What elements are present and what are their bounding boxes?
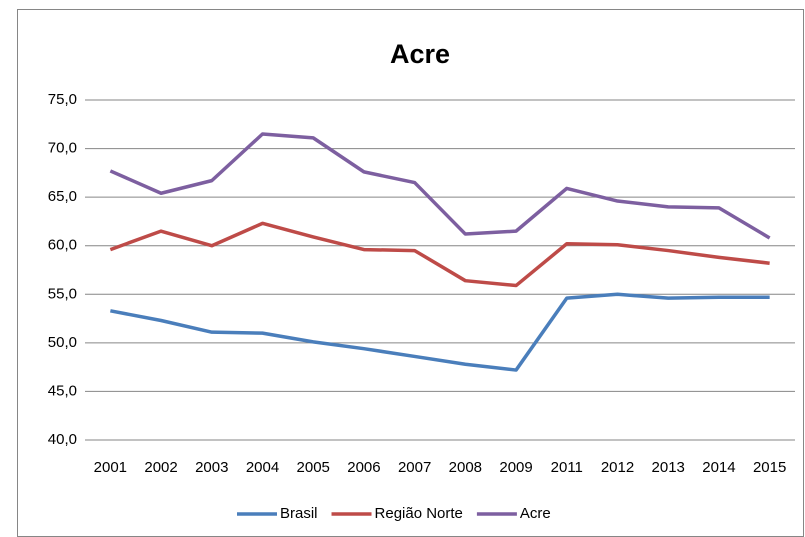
x-tick-label: 2014 — [702, 459, 735, 476]
y-tick-label: 65,0 — [48, 188, 77, 205]
x-tick-label: 2009 — [499, 459, 532, 476]
y-tick-label: 60,0 — [48, 237, 77, 254]
x-tick-label: 2015 — [753, 459, 786, 476]
chart-title: Acre — [390, 39, 450, 69]
chart-border — [17, 9, 804, 537]
y-tick-label: 70,0 — [48, 140, 77, 157]
series-line — [109, 221, 770, 288]
x-tick-label: 2003 — [195, 459, 228, 476]
series-line — [110, 292, 770, 372]
x-tick-label: 2008 — [449, 459, 482, 476]
legend-label: Região Norte — [375, 505, 463, 522]
x-tick-label: 2011 — [551, 459, 583, 476]
x-tick-label: 2001 — [94, 459, 127, 476]
x-tick-label: 2013 — [652, 459, 685, 476]
x-tick-label: 2012 — [601, 459, 634, 476]
y-tick-label: 45,0 — [48, 382, 77, 399]
series-line — [109, 132, 771, 240]
y-tick-label: 75,0 — [48, 91, 77, 108]
y-tick-label: 40,0 — [48, 431, 77, 448]
x-tick-label: 2004 — [246, 459, 279, 476]
x-tick-label: 2007 — [398, 459, 431, 476]
x-tick-label: 2002 — [144, 459, 177, 476]
legend-label: Brasil — [280, 505, 318, 522]
x-tick-label: 2005 — [297, 459, 330, 476]
y-tick-label: 55,0 — [48, 285, 77, 302]
x-tick-label: 2006 — [347, 459, 380, 476]
y-tick-label: 50,0 — [48, 334, 77, 351]
legend-label: Acre — [520, 505, 551, 522]
